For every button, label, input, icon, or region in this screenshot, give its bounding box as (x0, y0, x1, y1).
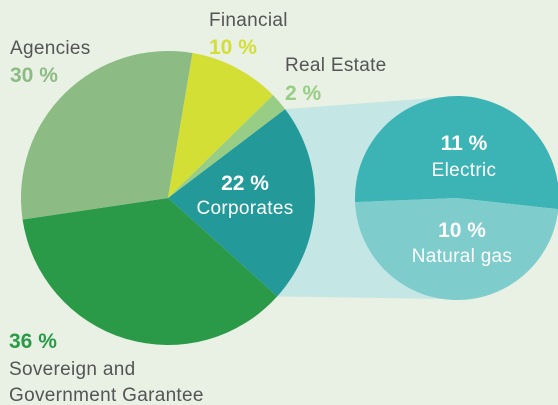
sub-pie-slice (355, 96, 558, 210)
category-label: Agencies (10, 38, 91, 59)
category-label: Financial (209, 10, 288, 31)
sub-pie-slice (355, 198, 558, 301)
value-label: 10 % (438, 219, 486, 242)
pie-slice (21, 51, 193, 220)
value-label: 2 % (285, 82, 322, 105)
value-label: 36 % (9, 330, 57, 353)
category-label: Corporates (196, 198, 294, 219)
category-label: Electric (431, 160, 497, 181)
pie-slice (22, 198, 278, 345)
value-label: 30 % (10, 64, 58, 87)
value-label: 11 % (440, 132, 488, 155)
category-label: Sovereign and Government Garantee (9, 359, 204, 405)
value-label: 22 % (221, 172, 269, 195)
pie-slice (168, 109, 315, 297)
pie-slice (168, 53, 274, 199)
category-label: Real Estate (285, 55, 387, 76)
value-label: 10 % (209, 36, 257, 59)
category-label: Natural gas (411, 246, 513, 267)
pie-slice (168, 95, 286, 198)
